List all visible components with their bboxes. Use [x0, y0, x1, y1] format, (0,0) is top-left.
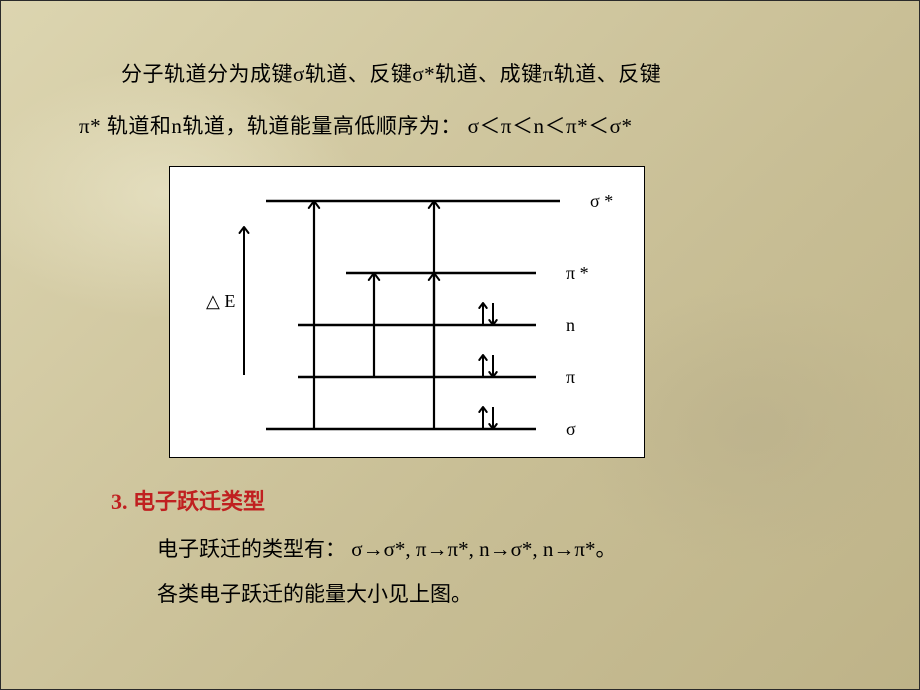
energy-level-diagram: σ * π * n π σ △ E	[169, 166, 645, 458]
section-number: 3.	[111, 489, 128, 514]
svg-text:π: π	[566, 367, 575, 387]
energy-diagram-container: σ * π * n π σ △ E	[169, 166, 851, 458]
intro-line-2: π* 轨道和n轨道，轨道能量高低顺序为： σ＜π＜n＜π*＜σ*	[79, 108, 851, 145]
body-line-2: 各类电子跃迁的能量大小见上图。	[157, 575, 851, 615]
body-line-1: 电子跃迁的类型有： σ→σ*, π→π*, n→σ*, n→π*。	[157, 530, 851, 570]
svg-text:π *: π *	[566, 263, 589, 283]
svg-text:△ E: △ E	[206, 291, 235, 311]
intro-line-1: 分子轨道分为成键σ轨道、反键σ*轨道、成键π轨道、反键	[79, 56, 851, 93]
svg-text:σ *: σ *	[590, 191, 613, 211]
svg-text:n: n	[566, 315, 575, 335]
section-title-text: 电子跃迁类型	[133, 489, 265, 514]
section-heading: 3. 电子跃迁类型	[111, 484, 851, 516]
slide-content: 分子轨道分为成键σ轨道、反键σ*轨道、成键π轨道、反键 π* 轨道和n轨道，轨道…	[1, 1, 919, 689]
svg-text:σ: σ	[566, 419, 576, 439]
